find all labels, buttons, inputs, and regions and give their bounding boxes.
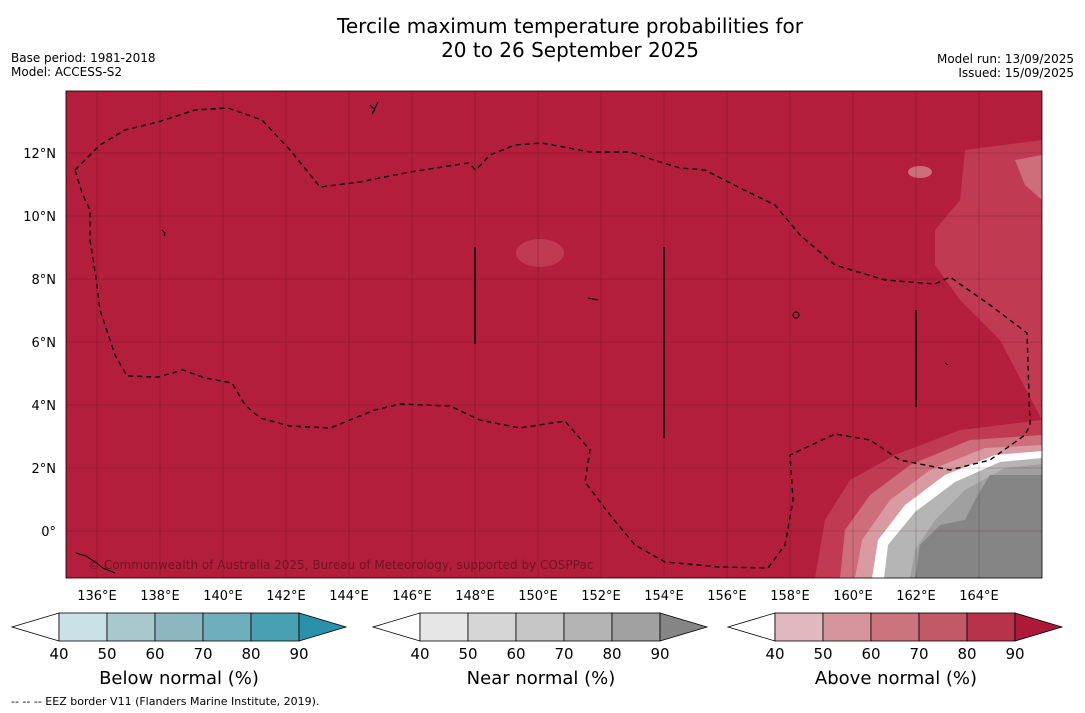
issued-date: Issued: 15/09/2025 bbox=[958, 66, 1074, 80]
legends: 40 50 60 70 80 90 40 50 60 70 80 90 40 50 60 70 80 90 bbox=[10, 612, 1064, 663]
islands bbox=[75, 101, 949, 574]
legend-above-segment bbox=[822, 612, 872, 642]
lon-tick-label: 144°E bbox=[329, 589, 369, 604]
legend-above-tick: 90 bbox=[1005, 645, 1024, 663]
meridian-segments bbox=[474, 247, 917, 438]
lon-tick-label: 150°E bbox=[518, 589, 558, 604]
legend-below-triangle-high bbox=[298, 612, 348, 642]
title-line-1: Tercile maximum temperature probabilitie… bbox=[337, 14, 803, 38]
meta-right: Model run: 13/09/2025 Issued: 15/09/2025 bbox=[937, 52, 1074, 80]
title-line-2: 20 to 26 September 2025 bbox=[441, 38, 699, 62]
legend-above-segment bbox=[918, 612, 968, 642]
island-pohnpei bbox=[792, 311, 800, 319]
legend-near-segment bbox=[515, 612, 565, 642]
coast-png bbox=[75, 552, 116, 574]
legend-above-segment bbox=[774, 612, 824, 642]
lon-tick-label: 158°E bbox=[770, 589, 810, 604]
legend-near-segment bbox=[419, 612, 469, 642]
lon-tick-label: 160°E bbox=[833, 589, 873, 604]
model-run: Model run: 13/09/2025 bbox=[936, 52, 1074, 66]
above-80-patch-a bbox=[908, 166, 932, 178]
legend-near-tick: 60 bbox=[506, 645, 525, 663]
lon-tick-label: 162°E bbox=[896, 589, 936, 604]
legend-below-tick: 50 bbox=[97, 645, 116, 663]
legend-above-segment bbox=[966, 612, 1016, 642]
legend-below-segment bbox=[58, 612, 108, 642]
lon-tick-label: 136°E bbox=[77, 589, 117, 604]
legend-below-segment bbox=[250, 612, 300, 642]
lon-tick-label: 148°E bbox=[455, 589, 495, 604]
base-period: Base period: 1981-2018 bbox=[11, 51, 156, 65]
legend-above-label: Above normal (%) bbox=[814, 668, 978, 689]
lat-tick-label: 8°N bbox=[32, 273, 57, 288]
lon-tick-label: 146°E bbox=[392, 589, 432, 604]
legend-near-triangle-high bbox=[659, 612, 709, 642]
lon-tick-label: 154°E bbox=[644, 589, 684, 604]
legend-below-tick: 90 bbox=[289, 645, 308, 663]
legend-above-tick: 60 bbox=[861, 645, 880, 663]
legend-above-tick: 50 bbox=[813, 645, 832, 663]
island-west bbox=[161, 229, 166, 237]
island-north bbox=[369, 101, 379, 115]
legend-near-segment bbox=[563, 612, 613, 642]
lat-tick-label: 2°N bbox=[32, 462, 57, 477]
legend-near-triangle-low bbox=[371, 612, 421, 642]
legend-near-tick: 70 bbox=[554, 645, 573, 663]
map-title: Tercile maximum temperature probabilitie… bbox=[220, 14, 920, 62]
above-80-patch-b bbox=[516, 239, 564, 267]
graticule bbox=[66, 91, 1042, 578]
island-kosrae bbox=[944, 362, 949, 366]
lat-tick-label: 4°N bbox=[32, 399, 57, 414]
copyright-notice: © Commonwealth of Australia 2025, Bureau… bbox=[88, 558, 594, 572]
legend-below-segment bbox=[106, 612, 156, 642]
legend-above-tick: 80 bbox=[957, 645, 976, 663]
lon-tick-label: 138°E bbox=[140, 589, 180, 604]
legend-above-triangle-low bbox=[726, 612, 776, 642]
lat-tick-label: 0° bbox=[41, 525, 56, 540]
legend-below-triangle-low bbox=[10, 612, 60, 642]
probability-field bbox=[66, 91, 1042, 578]
legend-near-segment bbox=[467, 612, 517, 642]
map-frame bbox=[65, 90, 1043, 579]
legend-above-tick: 40 bbox=[765, 645, 784, 663]
legend-near-tick: 50 bbox=[458, 645, 477, 663]
legend-above-tick: 70 bbox=[909, 645, 928, 663]
lat-tick-label: 10°N bbox=[23, 210, 56, 225]
lat-tick-label: 12°N bbox=[23, 147, 56, 162]
meta-left: Base period: 1981-2018 Model: ACCESS-S2 bbox=[11, 51, 156, 79]
lon-tick-label: 140°E bbox=[203, 589, 243, 604]
legend-near-tick: 90 bbox=[650, 645, 669, 663]
legend-near-segment bbox=[611, 612, 661, 642]
lon-tick-label: 164°E bbox=[959, 589, 999, 604]
legend-above-segment bbox=[870, 612, 920, 642]
model-name: Model: ACCESS-S2 bbox=[11, 65, 123, 79]
legend-near-tick: 80 bbox=[602, 645, 621, 663]
island-chuuk bbox=[587, 297, 599, 301]
eez-footnote: -- -- -- EEZ border V11 (Flanders Marine… bbox=[11, 695, 320, 708]
longitude-labels: 136°E 138°E 140°E 142°E 144°E 146°E 148°E 150°E… bbox=[77, 589, 999, 604]
lon-tick-label: 142°E bbox=[266, 589, 306, 604]
legend-above-triangle-high bbox=[1014, 612, 1064, 642]
lon-tick-label: 152°E bbox=[581, 589, 621, 604]
latitude-labels: 12°N 10°N 8°N 6°N 4°N 2°N 0° bbox=[23, 147, 56, 540]
legend-near-tick: 40 bbox=[410, 645, 429, 663]
legend-below-segment bbox=[202, 612, 252, 642]
legend-below-tick: 60 bbox=[145, 645, 164, 663]
legend-below-tick: 80 bbox=[241, 645, 260, 663]
above-70-region-ne bbox=[1015, 155, 1042, 200]
lon-tick-label: 156°E bbox=[707, 589, 747, 604]
above-80-region-ne bbox=[935, 140, 1042, 420]
lat-tick-label: 6°N bbox=[32, 336, 57, 351]
legend-below-segment bbox=[154, 612, 204, 642]
legend-near-label: Near normal (%) bbox=[466, 668, 616, 689]
near-90-region-se bbox=[915, 475, 1042, 578]
legend-below-label: Below normal (%) bbox=[99, 668, 259, 689]
legend-below-tick: 40 bbox=[49, 645, 68, 663]
legend-below-tick: 70 bbox=[193, 645, 212, 663]
